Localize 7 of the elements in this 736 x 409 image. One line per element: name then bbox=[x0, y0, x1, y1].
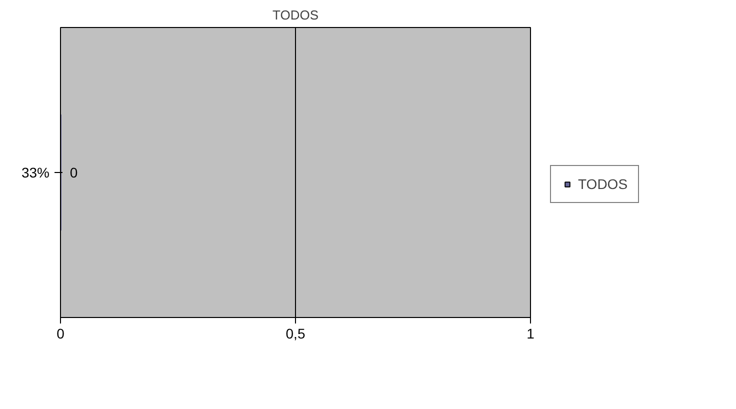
x-tick-label: 0,5 bbox=[286, 326, 306, 342]
data-label: 0 bbox=[70, 164, 78, 180]
x-tick-label: 0 bbox=[56, 326, 65, 342]
legend-label: TODOS bbox=[578, 176, 628, 192]
x-tick-label: 1 bbox=[526, 326, 535, 342]
chart-title: TODOS bbox=[272, 8, 319, 22]
y-tick-label: 33% bbox=[21, 164, 50, 180]
